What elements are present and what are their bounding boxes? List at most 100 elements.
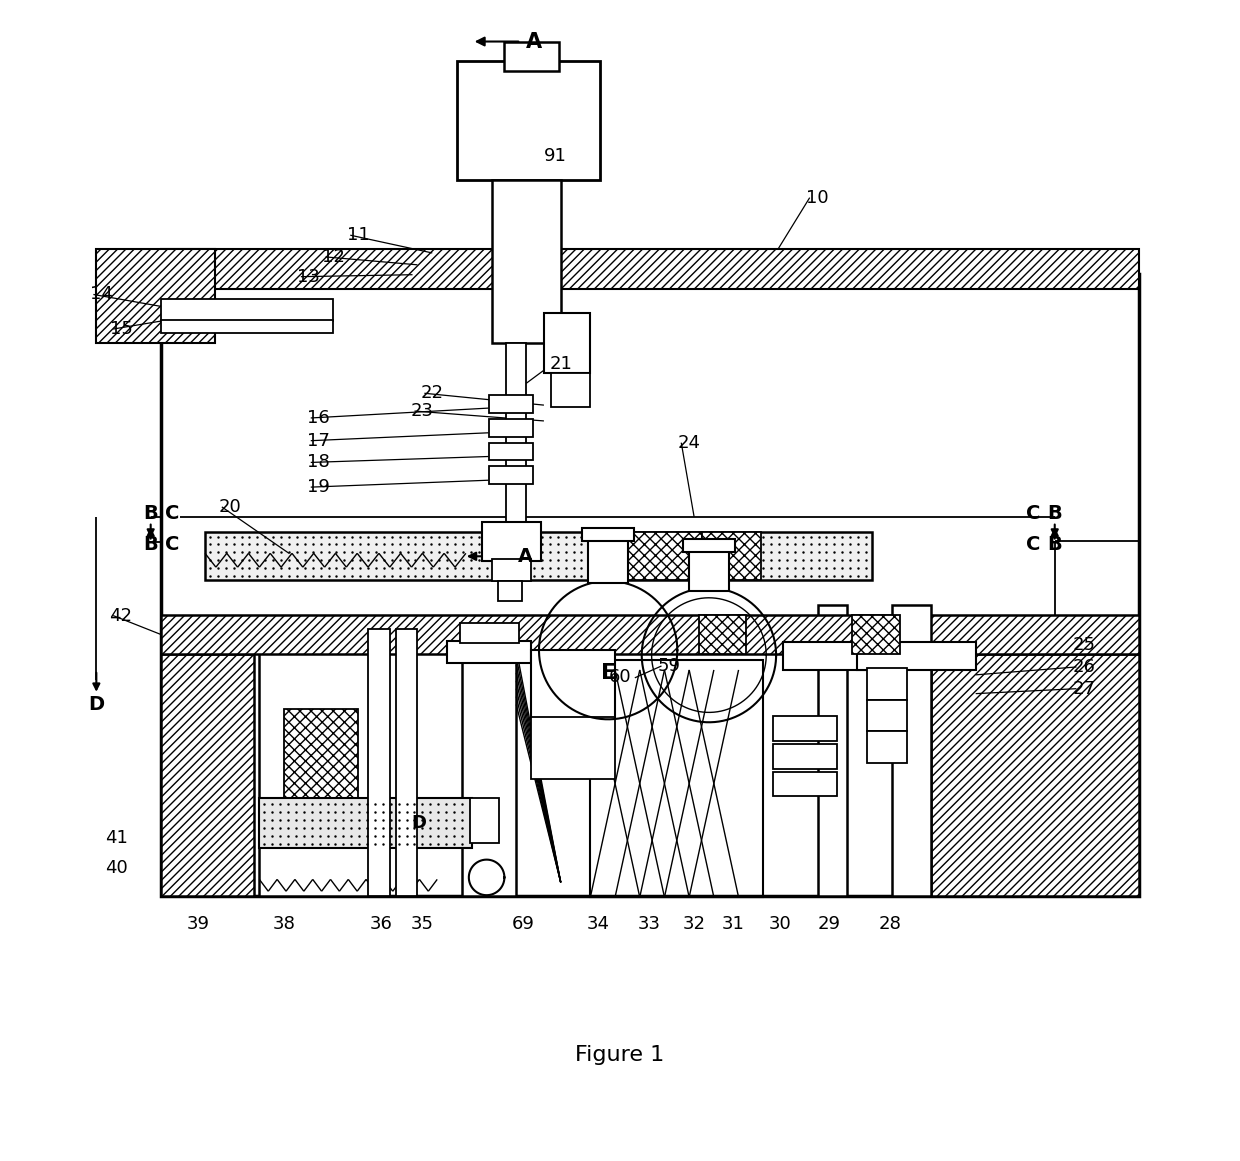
Bar xyxy=(284,709,358,799)
Text: 69: 69 xyxy=(512,915,534,932)
Bar xyxy=(867,731,906,763)
Bar xyxy=(160,274,1138,896)
Bar xyxy=(931,654,1138,896)
Bar xyxy=(857,642,976,670)
Text: 19: 19 xyxy=(308,478,330,496)
Bar xyxy=(463,620,516,896)
Bar xyxy=(160,248,1138,289)
Text: 27: 27 xyxy=(1073,679,1096,698)
Text: C: C xyxy=(165,535,180,554)
Bar xyxy=(259,799,471,848)
Text: 41: 41 xyxy=(104,829,128,846)
Text: 22: 22 xyxy=(420,384,444,402)
Bar xyxy=(489,467,533,484)
Text: 28: 28 xyxy=(878,915,901,932)
Bar xyxy=(491,560,531,580)
Bar xyxy=(867,668,906,700)
Bar xyxy=(583,527,634,541)
Text: 38: 38 xyxy=(273,915,295,932)
Bar xyxy=(702,532,761,580)
Bar xyxy=(852,614,899,654)
Text: 17: 17 xyxy=(308,432,330,449)
Text: 24: 24 xyxy=(678,434,701,452)
Text: B: B xyxy=(144,504,157,524)
Text: 29: 29 xyxy=(818,915,841,932)
Text: 60: 60 xyxy=(609,668,631,686)
Text: 26: 26 xyxy=(1073,658,1096,676)
Bar xyxy=(544,313,590,373)
Text: A: A xyxy=(526,31,542,51)
Bar xyxy=(774,744,837,769)
Text: C: C xyxy=(1025,535,1040,554)
Text: 91: 91 xyxy=(544,147,567,165)
Bar xyxy=(622,532,702,580)
Bar xyxy=(551,373,590,408)
Text: 40: 40 xyxy=(104,858,128,877)
Text: B: B xyxy=(144,535,157,554)
Bar xyxy=(589,539,627,583)
Text: 42: 42 xyxy=(109,606,133,625)
Bar xyxy=(160,654,254,896)
Bar xyxy=(683,539,734,553)
Bar xyxy=(97,248,215,342)
Text: 39: 39 xyxy=(186,915,210,932)
Bar xyxy=(498,580,522,600)
Bar xyxy=(259,649,383,896)
Text: 20: 20 xyxy=(218,498,241,515)
Text: B: B xyxy=(1048,535,1063,554)
Text: C: C xyxy=(1025,504,1040,524)
Bar xyxy=(774,772,837,796)
Text: 11: 11 xyxy=(347,226,370,244)
Bar xyxy=(489,442,533,461)
Text: 15: 15 xyxy=(109,320,133,338)
Text: 21: 21 xyxy=(549,354,572,373)
Bar xyxy=(505,42,559,71)
Bar xyxy=(489,419,533,437)
Bar xyxy=(689,549,729,591)
Bar xyxy=(817,605,847,896)
Text: C: C xyxy=(165,504,180,524)
Bar xyxy=(458,62,600,180)
Bar xyxy=(491,180,560,342)
Bar xyxy=(699,614,746,654)
Text: 34: 34 xyxy=(587,915,610,932)
Text: D: D xyxy=(88,695,104,714)
Text: 18: 18 xyxy=(308,454,330,471)
Bar xyxy=(205,532,872,580)
Bar xyxy=(590,661,764,897)
Text: 32: 32 xyxy=(682,915,706,932)
Bar xyxy=(489,395,533,413)
Bar xyxy=(506,342,526,571)
Text: 25: 25 xyxy=(1073,636,1096,654)
Text: 31: 31 xyxy=(722,915,745,932)
Bar xyxy=(867,700,906,731)
Text: 23: 23 xyxy=(410,402,434,420)
Bar xyxy=(205,532,872,580)
Text: E: E xyxy=(600,663,616,683)
Bar xyxy=(368,629,389,896)
Text: 16: 16 xyxy=(308,409,330,427)
Text: 30: 30 xyxy=(769,915,791,932)
Text: 33: 33 xyxy=(639,915,661,932)
Text: 13: 13 xyxy=(298,268,320,286)
Text: B: B xyxy=(1048,504,1063,524)
Text: A: A xyxy=(517,547,533,565)
Bar xyxy=(160,300,334,322)
Text: 10: 10 xyxy=(806,188,828,207)
Bar xyxy=(892,605,931,896)
Bar xyxy=(160,614,1138,654)
Bar xyxy=(160,320,334,333)
Bar xyxy=(531,650,615,720)
Bar xyxy=(531,717,615,779)
Text: 36: 36 xyxy=(370,915,392,932)
Text: 12: 12 xyxy=(322,248,345,266)
Bar xyxy=(448,641,531,663)
Text: 35: 35 xyxy=(410,915,434,932)
Text: D: D xyxy=(410,814,427,832)
Bar xyxy=(782,642,882,670)
Bar xyxy=(460,623,520,643)
Bar xyxy=(470,799,500,843)
Text: 14: 14 xyxy=(89,286,113,303)
Bar xyxy=(481,521,541,561)
Bar xyxy=(396,629,418,896)
